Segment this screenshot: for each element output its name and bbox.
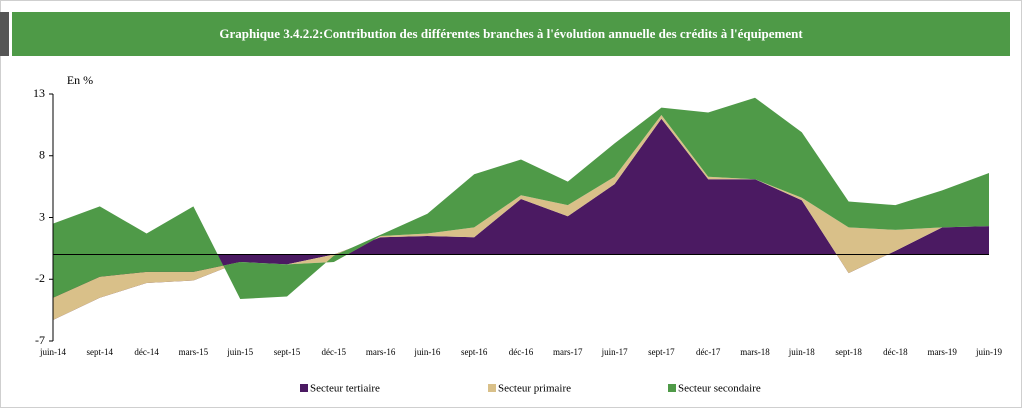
x-tick-label: sept-14 (87, 347, 114, 357)
area (53, 97, 989, 300)
legend-swatch (488, 384, 496, 392)
y-tick-label: 3 (39, 209, 45, 223)
title-banner (12, 12, 1010, 56)
y-tick-label: -2 (35, 271, 45, 285)
x-tick-label: juin-17 (601, 347, 628, 357)
x-tick-label: juin-16 (413, 347, 440, 357)
x-tick-label: mars-15 (179, 347, 209, 357)
x-tick-label: mars-17 (553, 347, 583, 357)
x-tick-label: sept-18 (835, 347, 862, 357)
x-tick-label: sept-15 (274, 347, 301, 357)
area (53, 118, 989, 321)
x-tick-label: sept-17 (648, 347, 675, 357)
x-tick-label: juin-15 (226, 347, 253, 357)
x-tick-label: sept-16 (461, 347, 488, 357)
y-tick-label: -7 (35, 333, 45, 347)
x-tick-label: juin-18 (788, 347, 815, 357)
x-tick-label: déc-18 (883, 347, 908, 357)
legend-label: Secteur primaire (498, 383, 571, 395)
y-tick-label: 13 (33, 86, 45, 100)
side-tab (0, 12, 9, 56)
x-tick-label: mars-18 (740, 347, 770, 357)
legend-label: Secteur secondaire (678, 383, 761, 395)
x-tick-label: déc-17 (696, 347, 721, 357)
x-tick-label: juin-19 (975, 347, 1002, 357)
y-tick-label: 8 (39, 148, 45, 162)
y-axis-label: En % (67, 73, 93, 87)
legend-swatch (300, 384, 308, 392)
x-tick-label: mars-16 (366, 347, 396, 357)
legend-swatch (668, 384, 676, 392)
x-tick-label: mars-19 (927, 347, 957, 357)
x-tick-label: déc-15 (322, 347, 347, 357)
legend-label: Secteur tertiaire (310, 383, 380, 395)
x-tick-label: déc-14 (134, 347, 159, 357)
chart-title: Graphique 3.4.2.2:Contribution des diffé… (219, 26, 803, 41)
x-tick-label: déc-16 (509, 347, 534, 357)
x-tick-label: juin-14 (39, 347, 66, 357)
